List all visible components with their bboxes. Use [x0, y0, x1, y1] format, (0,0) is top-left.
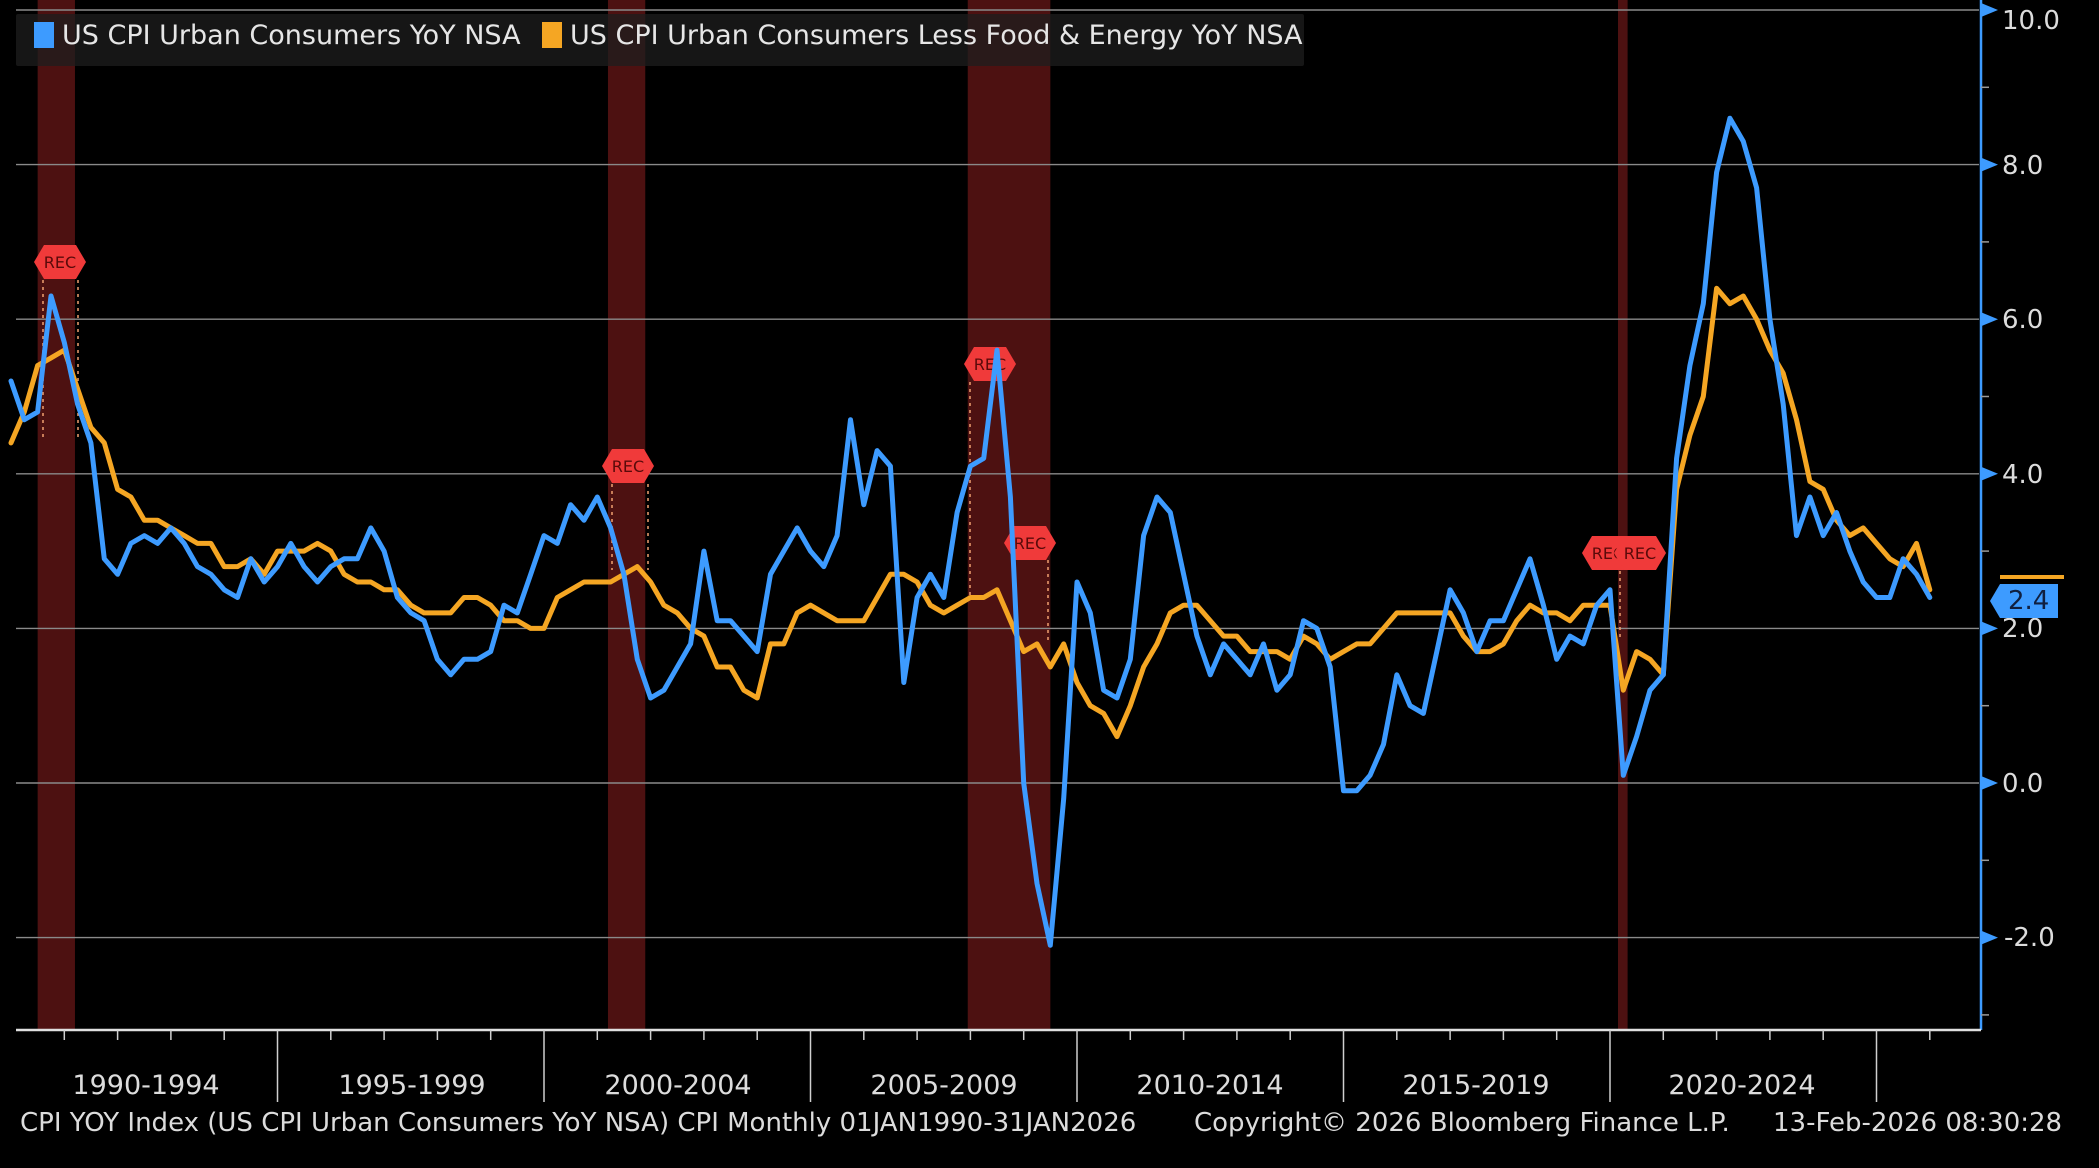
recession-flag-label: REC: [612, 457, 644, 476]
recession-flag: [602, 449, 654, 483]
series-line-headline-cpi: [8, 115, 1933, 948]
y-axis-tick-marker: [1981, 930, 1998, 945]
x-tick-label: 2000-2004: [604, 1070, 752, 1101]
recession-flag: [34, 245, 86, 279]
y-tick-label: 8.0: [2002, 151, 2044, 181]
legend-swatch-orange: [542, 22, 562, 48]
y-tick-label: 2.0: [2002, 614, 2044, 644]
y-axis-tick-marker: [1981, 3, 1998, 17]
y-tick-label: 10.0: [2002, 6, 2060, 36]
y-tick-label: 6.0: [2002, 305, 2044, 335]
y-axis-tick-marker: [1981, 157, 1998, 172]
y-axis-tick-marker: [1981, 776, 1998, 790]
x-tick-label: 2015-2019: [1402, 1070, 1550, 1101]
y-tick-label: 0.0: [2002, 769, 2044, 799]
legend-label: US CPI Urban Consumers YoY NSA: [62, 19, 521, 51]
x-tick-label: 2005-2009: [870, 1070, 1018, 1101]
legend-label: US CPI Urban Consumers Less Food & Energ…: [570, 19, 1303, 51]
axes-layer: [16, 0, 1998, 1102]
recession-band: [607, 0, 646, 1030]
legend-item-core-cpi[interactable]: US CPI Urban Consumers Less Food & Energ…: [542, 19, 1303, 51]
y-tick-label: -2.0: [2004, 923, 2055, 953]
recession-flag: [1004, 526, 1056, 560]
recession-flag: [1614, 536, 1666, 570]
recession-flag-label: REC: [44, 253, 76, 272]
footer-timestamp: 13-Feb-2026 08:30:28: [1773, 1108, 2063, 1138]
y-tick-label: 4.0: [2002, 460, 2044, 490]
x-tick-label: 2010-2014: [1136, 1070, 1284, 1101]
recession-flag-label: REC: [1592, 544, 1624, 563]
recession-flag-label: REC: [1014, 534, 1046, 553]
series-lines-layer: [8, 115, 1933, 948]
last-value-tag: 2.4: [1990, 584, 2058, 618]
legend-item-headline-cpi[interactable]: US CPI Urban Consumers YoY NSA: [34, 19, 521, 51]
legend-swatch-blue: [34, 22, 54, 48]
recession-band: [37, 0, 75, 1030]
last-value-tag-core: [2000, 575, 2064, 579]
footer-copyright: Copyright© 2026 Bloomberg Finance L.P.: [1194, 1108, 1730, 1138]
gridlines-layer: [16, 9, 1979, 939]
recession-band: [1617, 0, 1628, 1030]
x-tick-label: 1990-1994: [72, 1070, 220, 1101]
footer-description: CPI YOY Index (US CPI Urban Consumers Yo…: [20, 1108, 1137, 1138]
recession-flag-label: REC: [1624, 544, 1656, 563]
x-tick-label: 1995-1999: [338, 1070, 486, 1101]
x-tick-label: 2020-2024: [1668, 1070, 1816, 1101]
y-axis-tick-marker: [1981, 466, 1998, 481]
y-axis-tick-marker: [1981, 312, 1998, 327]
y-axis-tick-marker: [1981, 621, 1998, 636]
recession-flag: [964, 347, 1016, 381]
legend: [16, 14, 1304, 66]
recession-shading-layer: [37, 0, 1628, 1030]
